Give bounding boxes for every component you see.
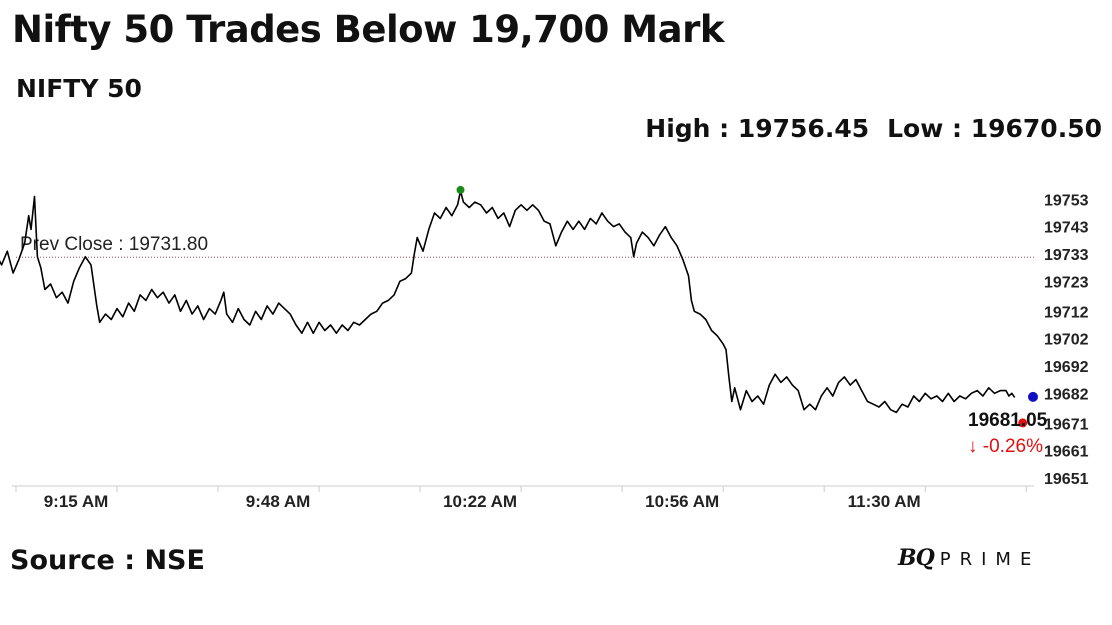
high-low-summary: High : 19756.45 Low : 19670.50 (645, 114, 1102, 143)
chart-title: Nifty 50 Trades Below 19,700 Mark (12, 8, 724, 51)
high-value-label: High : 19756.45 (645, 114, 870, 143)
y-tick-label: 19753 (1044, 192, 1089, 209)
brand-logo-bq: BQ (898, 545, 935, 571)
current-price-label: 19681.05 (968, 410, 1048, 431)
y-tick-label: 19692 (1044, 359, 1089, 376)
y-tick-label: 19661 (1044, 444, 1089, 461)
x-tick-label: 9:15 AM (44, 492, 109, 511)
change-percent-label: ↓ -0.26% (968, 436, 1043, 457)
y-tick-label: 19651 (1044, 471, 1089, 488)
y-tick-label: 19671 (1044, 416, 1089, 433)
last-trade-marker (1018, 418, 1028, 428)
y-tick-label: 19712 (1044, 304, 1089, 321)
y-tick-label: 19743 (1044, 220, 1089, 237)
index-name: NIFTY 50 (16, 74, 142, 103)
x-tick-label: 10:56 AM (645, 492, 719, 511)
x-tick-label: 10:22 AM (443, 492, 517, 511)
brand-logo: BQ PRIME (898, 545, 1040, 571)
y-tick-label: 19733 (1044, 247, 1089, 264)
price-series-line (0, 190, 1016, 414)
prev-close-label: Prev Close : 19731.80 (20, 234, 208, 255)
intraday-line-chart: 9:15 AM 9:48 AM 10:22 AM 10:56 AM 11:30 AM 19… (0, 185, 1089, 511)
y-tick-label: 19723 (1044, 274, 1089, 291)
high-marker (456, 185, 465, 194)
y-tick-label: 19702 (1044, 332, 1089, 349)
brand-logo-prime: PRIME (939, 549, 1041, 570)
x-tick-label: 9:48 AM (246, 492, 311, 511)
y-tick-label: 19682 (1044, 386, 1089, 403)
current-price-marker (1028, 391, 1038, 402)
low-value-label: Low : 19670.50 (887, 114, 1102, 143)
source-note: Source : NSE (10, 545, 205, 576)
x-tick-label: 11:30 AM (848, 492, 921, 511)
